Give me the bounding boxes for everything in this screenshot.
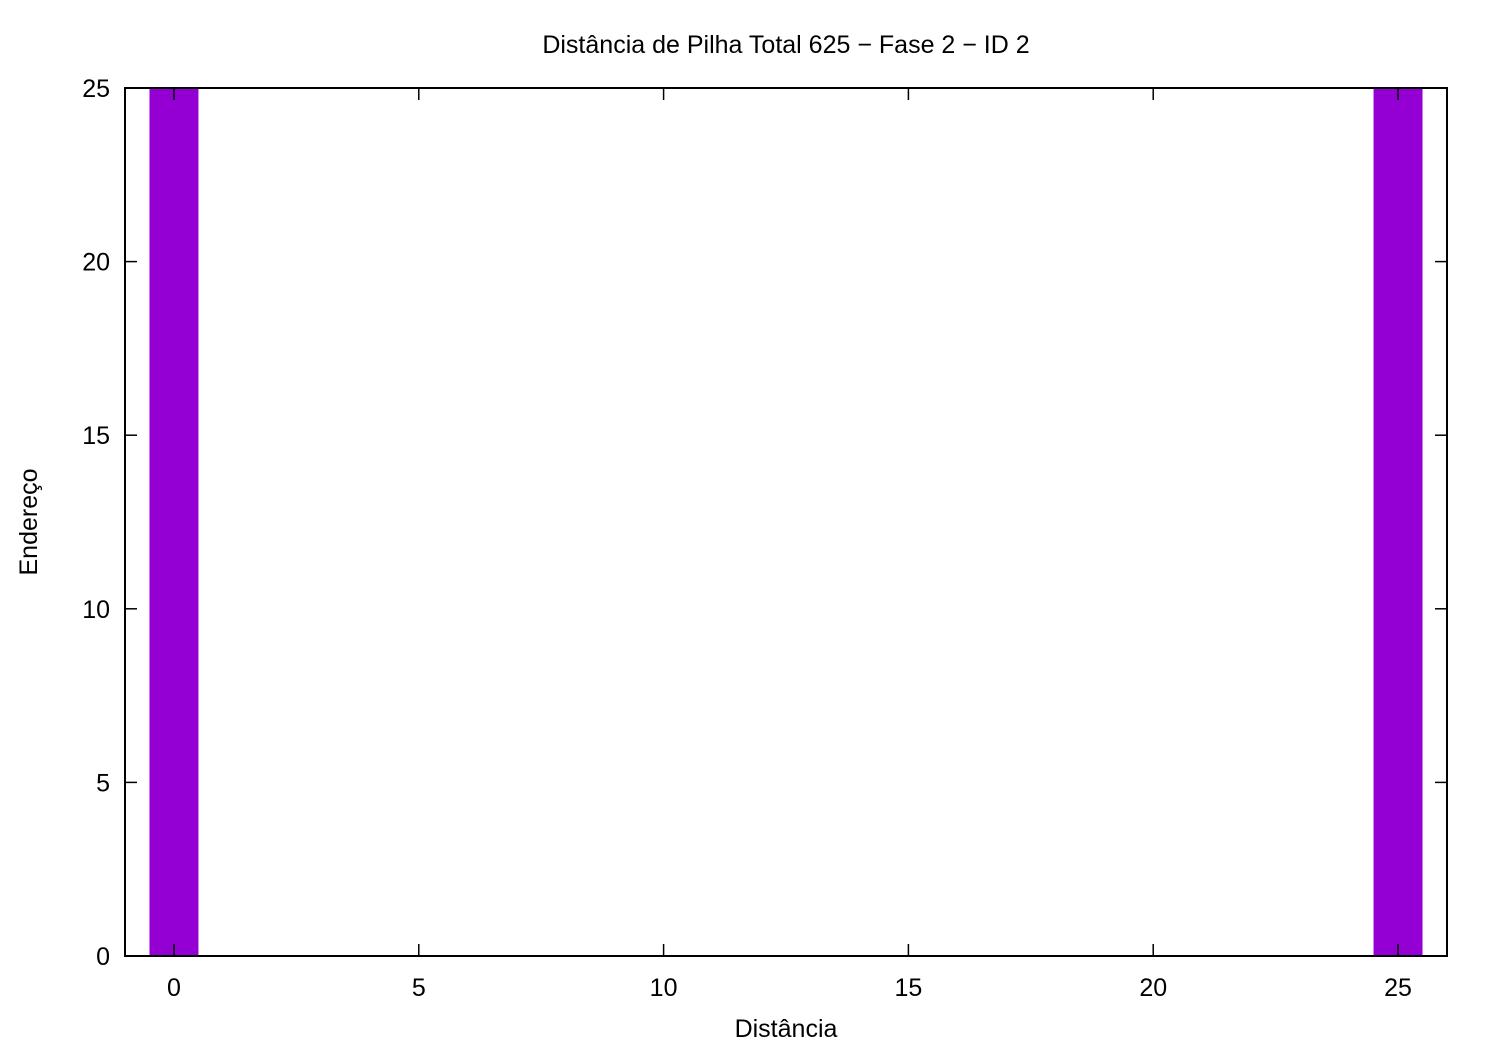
plot-frame: [124, 87, 1448, 957]
y-tick-label: 15: [82, 422, 110, 450]
x-tick-label: 15: [895, 974, 923, 1002]
bar-0-0: [149, 88, 199, 956]
x-tick-label: 5: [412, 974, 426, 1002]
x-tick-label: 25: [1384, 974, 1412, 1002]
y-tick-label: 10: [82, 596, 110, 624]
y-tick-label: 20: [82, 249, 110, 277]
bar-0-1: [1373, 88, 1423, 956]
x-axis-label: Distância: [735, 1015, 838, 1043]
x-tick-label: 10: [650, 974, 678, 1002]
y-tick-label: 25: [82, 75, 110, 103]
y-tick-label: 0: [96, 943, 110, 971]
bars-group: [149, 88, 1423, 956]
y-tick-label: 5: [96, 769, 110, 797]
y-axis-label: Endereço: [15, 468, 43, 575]
chart-title: Distância de Pilha Total 625 − Fase 2 − …: [542, 31, 1029, 59]
ticks-group: 0 5 10 15 20 25 0 5 10 15 20 25: [82, 75, 1447, 1002]
x-tick-label: 0: [167, 974, 181, 1002]
x-tick-label: 20: [1139, 974, 1167, 1002]
